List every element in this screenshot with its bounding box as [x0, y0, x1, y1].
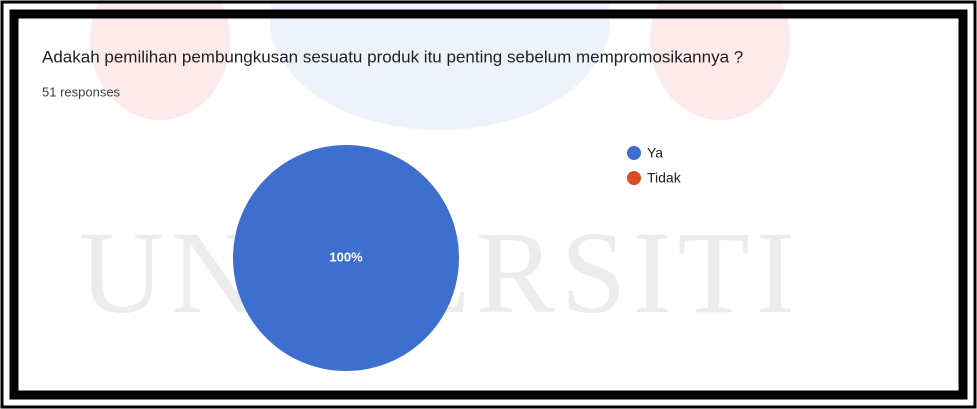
legend-swatch [627, 146, 641, 160]
chart-subtitle: 51 responses [42, 84, 121, 99]
legend-label: Ya [647, 145, 663, 161]
decor-blob [90, 0, 230, 120]
data-label: 100% [329, 249, 363, 264]
decor-blob [270, 0, 610, 130]
decor-blob [650, 0, 790, 120]
legend-label: Tidak [647, 170, 682, 186]
chart-title: Adakah pemilihan pembungkusan sesuatu pr… [42, 47, 743, 66]
legend-swatch [627, 171, 641, 185]
frame [9, 9, 968, 400]
pie: 100% [233, 145, 459, 371]
legend: Ya Tidak [627, 145, 682, 186]
pie-slice [233, 145, 459, 371]
